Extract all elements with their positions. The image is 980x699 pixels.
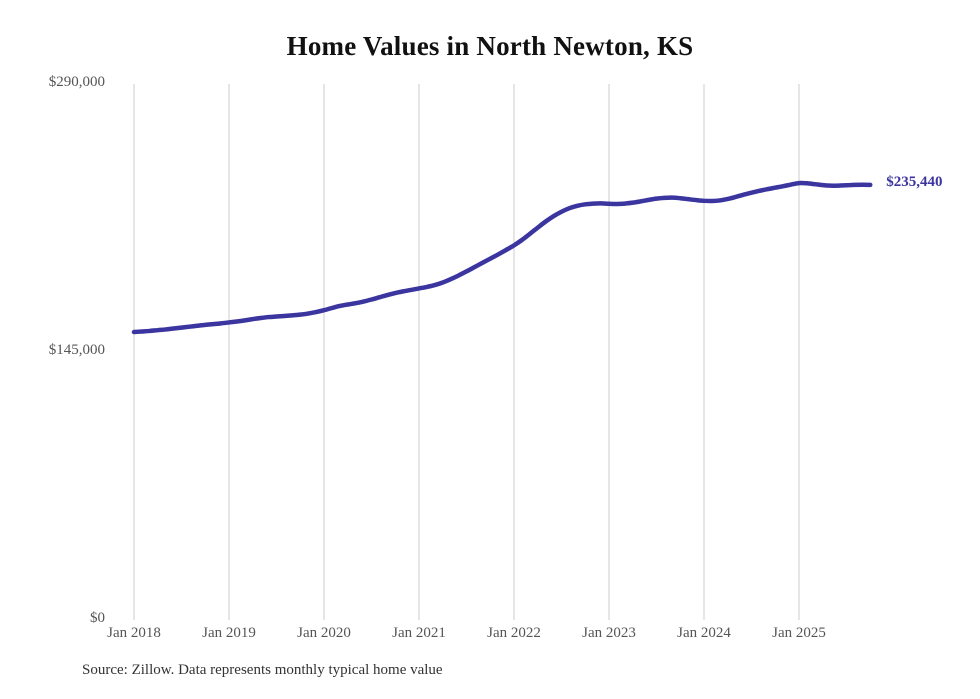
x-axis-tick-label: Jan 2020 [297,625,351,641]
x-axis-tick-label: Jan 2019 [202,625,256,641]
x-axis-tick-label: Jan 2024 [677,625,731,641]
x-axis-tick-label: Jan 2023 [582,625,636,641]
chart-title: Home Values in North Newton, KS [286,31,694,61]
x-gridlines [133,84,800,620]
data-line-typical-home-value [131,180,873,335]
x-axis-tick-label: Jan 2025 [772,625,826,641]
end-value-annotation: $235,440 [886,173,943,190]
x-axis-tick-label: Jan 2022 [487,625,541,641]
source-note: Source: Zillow. Data represents monthly … [82,662,443,678]
y-axis-tick-label: $145,000 [48,342,105,358]
x-axis-tick-label: Jan 2018 [107,625,161,641]
x-axis-tick-label: Jan 2021 [392,625,446,641]
y-axis-tick-label: $0 [90,610,105,626]
y-axis-tick-label: $290,000 [48,74,105,90]
data-series-group [131,180,873,335]
